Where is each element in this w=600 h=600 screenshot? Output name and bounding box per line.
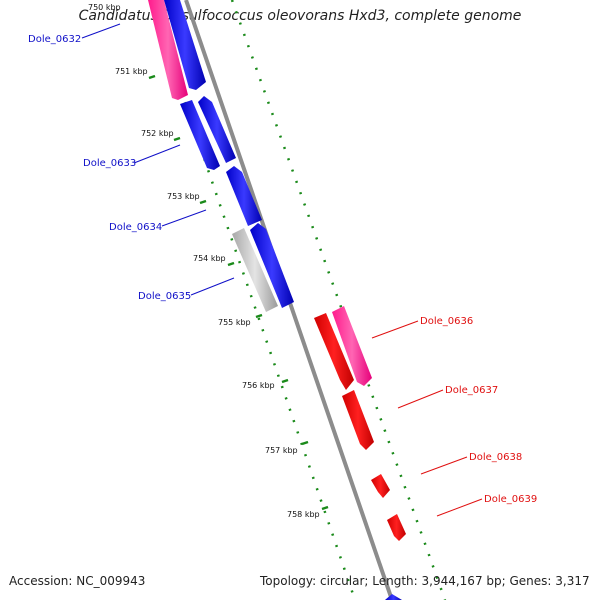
gene-arrow-blue[interactable] bbox=[164, 0, 206, 90]
forward-gene-labels: Dole_0632 Dole_0633 Dole_0634 Dole_0635 bbox=[28, 34, 191, 302]
gene-label-reverse[interactable]: Dole_0638 bbox=[469, 452, 522, 463]
gene-label-reverse[interactable]: Dole_0639 bbox=[484, 494, 537, 505]
forward-gene-callouts bbox=[81, 23, 235, 296]
kbp-labels: 750 kbp 751 kbp 752 kbp 753 kbp 754 kbp … bbox=[88, 3, 320, 519]
kbp-label: 755 kbp bbox=[218, 318, 251, 327]
gene-arrow-red[interactable] bbox=[387, 514, 406, 541]
gene-label-forward[interactable]: Dole_0634 bbox=[109, 222, 162, 233]
kbp-tick-marks bbox=[148, 74, 329, 511]
forward-strand-genes bbox=[148, 0, 402, 600]
kbp-label: 756 kbp bbox=[242, 381, 275, 390]
gene-label-forward[interactable]: Dole_0632 bbox=[28, 34, 81, 45]
reverse-strand-genes bbox=[314, 306, 406, 541]
reverse-gene-labels: Dole_0636 Dole_0637 Dole_0638 Dole_0639 bbox=[420, 316, 537, 505]
gene-label-forward[interactable]: Dole_0635 bbox=[138, 291, 191, 302]
gene-label-reverse[interactable]: Dole_0637 bbox=[445, 385, 498, 396]
gene-arrow-gray[interactable] bbox=[232, 228, 278, 312]
accession-label: Accession: NC_009943 bbox=[9, 574, 146, 588]
kbp-label: 753 kbp bbox=[167, 192, 200, 201]
kbp-label: 754 kbp bbox=[193, 254, 226, 263]
kbp-label: 751 kbp bbox=[115, 67, 148, 76]
kbp-label: 757 kbp bbox=[265, 446, 298, 455]
kbp-label: 752 kbp bbox=[141, 129, 174, 138]
gc-skew-track-inner bbox=[148, 0, 357, 600]
gene-arrow-blue[interactable] bbox=[226, 166, 262, 226]
gene-arrow-red[interactable] bbox=[371, 474, 390, 498]
gene-arrow-red[interactable] bbox=[342, 390, 374, 450]
gene-arrow-blue[interactable] bbox=[250, 223, 294, 308]
gene-arrow-blue[interactable] bbox=[198, 96, 236, 163]
kbp-label: 750 kbp bbox=[88, 3, 121, 12]
reverse-gene-callouts bbox=[371, 320, 483, 517]
gene-arrow-blue[interactable] bbox=[180, 100, 220, 170]
gene-arrow-blue[interactable] bbox=[385, 594, 402, 600]
gene-arrow-magenta[interactable] bbox=[148, 0, 188, 100]
kbp-label: 758 kbp bbox=[287, 510, 320, 519]
gene-arrow-magenta[interactable] bbox=[332, 306, 372, 386]
gene-label-reverse[interactable]: Dole_0636 bbox=[420, 316, 473, 327]
genome-summary: Topology: circular; Length: 3,944,167 bp… bbox=[260, 574, 590, 588]
gene-label-forward[interactable]: Dole_0633 bbox=[83, 158, 136, 169]
gene-arrow-red[interactable] bbox=[314, 313, 354, 390]
